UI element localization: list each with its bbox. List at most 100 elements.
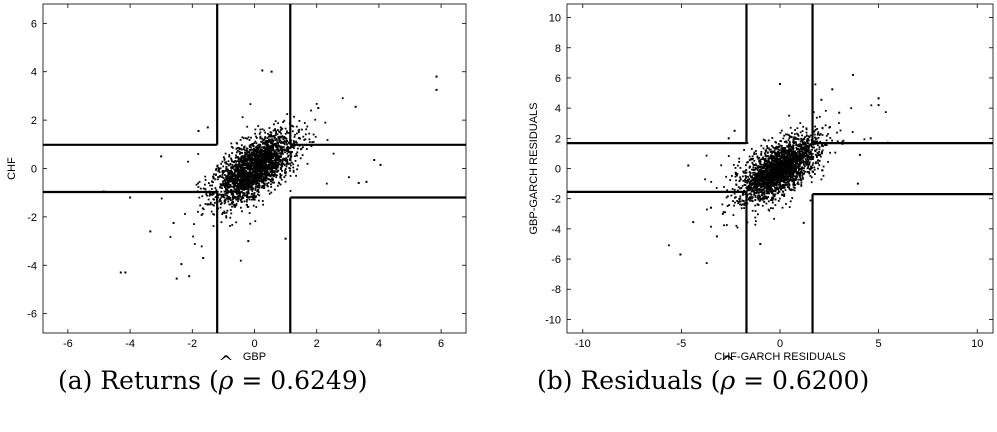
caption-a-prefix: (a) Returns ( [58,366,219,395]
scatter-point [788,137,790,139]
scatter-point [275,146,277,148]
scatter-point [735,167,737,169]
scatter-point [348,176,350,178]
scatter-point [767,188,769,190]
scatter-point [808,171,810,173]
scatter-point [255,129,257,131]
scatter-point [274,171,276,173]
scatter-point [779,168,781,170]
scatter-point [837,140,839,142]
scatter-point [170,236,172,238]
scatter-point [817,144,819,146]
scatter-point [779,191,781,193]
scatter-point [258,195,260,197]
scatter-point [800,148,802,150]
scatter-point [766,147,768,149]
scatter-point [309,141,311,143]
scatter-point [668,244,670,246]
scatter-point [244,160,246,162]
scatter-point [277,129,279,131]
scatter-point [781,186,783,188]
scatter-point [235,157,237,159]
scatter-point [797,134,799,136]
y-tick-label: -6 [551,254,561,266]
scatter-point [786,178,788,180]
scatter-point [225,217,227,219]
scatter-point [817,168,819,170]
scatter-point [801,144,803,146]
scatter-point [822,127,824,129]
scatter-point [818,137,820,139]
scatter-point [227,186,229,188]
x-tick-label: 2 [314,338,320,350]
scatter-point [230,169,232,171]
scatter-point [764,179,766,181]
scatter-point [272,160,274,162]
scatter-point [248,158,250,160]
scatter-point [799,179,801,181]
scatter-point [281,166,283,168]
scatter-point [779,170,781,172]
scatter-point [279,176,281,178]
scatter-point [307,163,309,165]
scatter-point [276,157,278,159]
scatter-point [197,153,199,155]
scatter-point [755,192,757,194]
x-tick-label: 4 [376,338,382,350]
scatter-point [731,195,733,197]
scatter-point [246,204,248,206]
scatter-point [285,175,287,177]
scatter-point [273,153,275,155]
scatter-point [207,203,209,205]
scatter-point [218,169,220,171]
scatter-point [221,171,223,173]
scatter-point [768,209,770,211]
scatter-point [234,185,236,187]
scatter-point [273,149,275,151]
scatter-point [755,150,757,152]
scatter-point [779,156,781,158]
scatter-point [254,172,256,174]
y-tick-label: 0 [31,164,37,176]
scatter-point [798,161,800,163]
scatter-point [740,179,742,181]
scatter-point [785,175,787,177]
scatter-point [270,135,272,137]
scatter-point [771,174,773,176]
scatter-point [821,152,823,154]
scatter-point [228,156,230,158]
scatter-point [770,207,772,209]
scatter-point [759,183,761,185]
scatter-point [252,179,254,181]
scatter-point [228,160,230,162]
scatter-point [184,213,186,215]
scatter-point [285,128,287,130]
scatter-point [756,186,758,188]
scatter-point [199,205,201,207]
scatter-point [262,151,264,153]
scatter-point [771,181,773,183]
scatter-point [324,122,326,124]
scatter-point [751,162,753,164]
scatter-point [277,142,279,144]
scatter-point [765,165,767,167]
scatter-point [257,173,259,175]
scatter-point [749,182,751,184]
scatter-point [850,107,852,109]
x-axis-label: GBP [243,351,266,363]
scatter-point [765,187,767,189]
scatter-point [223,185,225,187]
scatter-point [727,205,729,207]
scatter-point [234,171,236,173]
scatter-point [229,225,231,227]
scatter-point [810,168,812,170]
outlier-point [202,257,204,259]
scatter-point [743,149,745,151]
scatter-point [792,168,794,170]
scatter-point [769,157,771,159]
scatter-point [781,194,783,196]
scatter-point [248,193,250,195]
scatter-point [240,148,242,150]
scatter-point [270,192,272,194]
scatter-point [785,134,787,136]
